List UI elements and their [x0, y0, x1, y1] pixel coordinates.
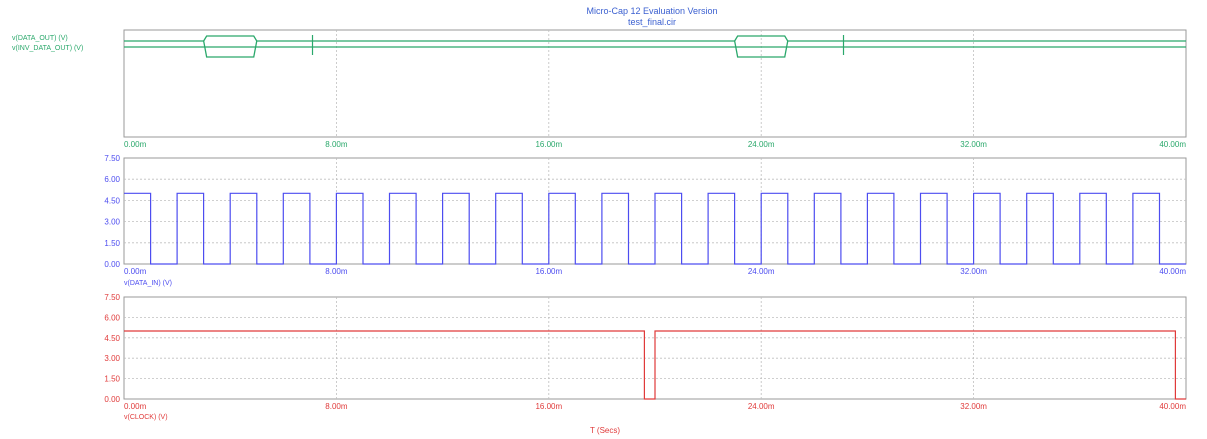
- series-legend-label: v(INV_DATA_OUT) (V): [12, 45, 83, 52]
- panel-data-in: 0.00m 8.00m 16.00m 24.00m 32.00m 40.00m 0.00 1.…: [104, 154, 1187, 287]
- y-tick-label: 4.50: [104, 196, 120, 205]
- x-tick-label: 0.00m: [124, 140, 147, 149]
- x-tick-label: 0.00m: [124, 402, 147, 411]
- panel-clock: 0.00m 8.00m 16.00m 24.00m 32.00m 40.00m 0.00 1.…: [104, 293, 1187, 421]
- plot-frame: [123, 29, 1187, 138]
- y-tick-label: 6.00: [104, 313, 120, 322]
- x-tick-label: 16.00m: [535, 402, 562, 411]
- y-tick-label: 6.00: [104, 175, 120, 184]
- y-tick-label: 0.00: [104, 395, 120, 404]
- y-tick-label: 1.50: [104, 375, 120, 384]
- panel-digital-outputs: 0.00m 8.00m 16.00m 24.00m 32.00m 40.00m v(DATA…: [12, 29, 1187, 149]
- x-tick-label: 24.00m: [748, 267, 775, 276]
- x-tick-label: 40.00m: [1159, 140, 1186, 149]
- series-legend-label: v(DATA_OUT) (V): [12, 35, 68, 42]
- y-tick-label: 0.00: [104, 260, 120, 269]
- y-tick-label: 4.50: [104, 334, 120, 343]
- x-axis-label: T (Secs): [590, 426, 620, 435]
- x-tick-label: 0.00m: [124, 267, 147, 276]
- x-tick-label: 32.00m: [960, 267, 987, 276]
- x-tick-label: 16.00m: [535, 140, 562, 149]
- y-tick-label: 3.00: [104, 354, 120, 363]
- y-tick-label: 1.50: [104, 239, 120, 248]
- x-tick-label: 8.00m: [325, 267, 348, 276]
- x-tick-label: 32.00m: [960, 402, 987, 411]
- x-tick-label: 24.00m: [748, 402, 775, 411]
- series-legend-label: v(DATA_IN) (V): [124, 280, 172, 287]
- x-tick-label: 8.00m: [325, 140, 348, 149]
- x-tick-label: 32.00m: [960, 140, 987, 149]
- x-tick-label: 16.00m: [535, 267, 562, 276]
- trace-data-in: [124, 192, 1186, 265]
- x-tick-label: 24.00m: [748, 140, 775, 149]
- chart-title: Micro-Cap 12 Evaluation Version: [586, 6, 717, 16]
- x-tick-label: 8.00m: [325, 402, 348, 411]
- trace-clock: [124, 330, 1186, 400]
- x-tick-label: 40.00m: [1159, 267, 1186, 276]
- chart-filename: test_final.cir: [628, 17, 676, 27]
- series-legend-label: v(CLOCK) (V): [124, 414, 168, 421]
- y-tick-label: 7.50: [104, 154, 120, 163]
- x-tick-label: 40.00m: [1159, 402, 1186, 411]
- y-tick-label: 7.50: [104, 293, 120, 302]
- y-tick-label: 3.00: [104, 218, 120, 227]
